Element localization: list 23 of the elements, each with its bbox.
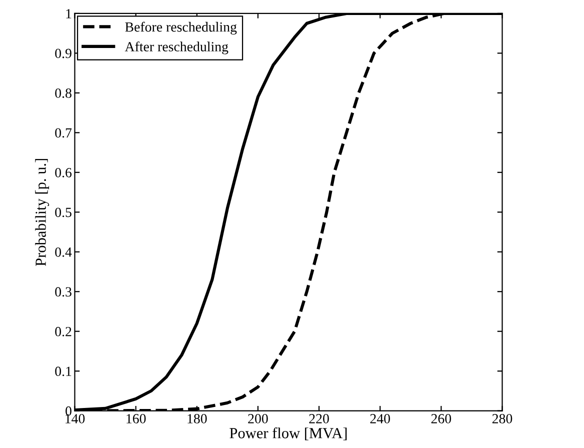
x-tick-label: 240 (370, 414, 390, 424)
x-tick-label: 200 (248, 414, 268, 424)
y-tick-label: 0.1 (55, 366, 72, 376)
y-tick-label: 0 (66, 406, 72, 416)
legend-label: Before rescheduling (125, 22, 237, 35)
y-tick-label: 0.8 (55, 88, 72, 98)
y-tick-label: 0.6 (55, 168, 72, 178)
y-tick-label: 0.4 (55, 247, 72, 257)
y-tick-label: 1 (66, 9, 72, 18)
y-tick-label: 0.9 (55, 48, 72, 58)
y-tick-label: 0.2 (55, 326, 72, 336)
x-tick-label: 260 (431, 414, 452, 424)
x-tick-label: 220 (309, 414, 329, 424)
y-tick-label: 0.7 (55, 128, 72, 138)
x-tick-label: 280 (492, 414, 512, 424)
y-axis-title: Probability [p. u.] (35, 158, 50, 266)
x-tick-label: 140 (66, 414, 85, 424)
y-tick-label: 0.5 (55, 208, 72, 218)
legend-label: After rescheduling (124, 41, 228, 54)
x-axis-title: Power flow [MVA] (230, 427, 347, 440)
x-tick-label: 180 (188, 414, 207, 424)
y-tick-label: 0.3 (55, 287, 72, 297)
x-tick-label: 160 (126, 414, 146, 424)
